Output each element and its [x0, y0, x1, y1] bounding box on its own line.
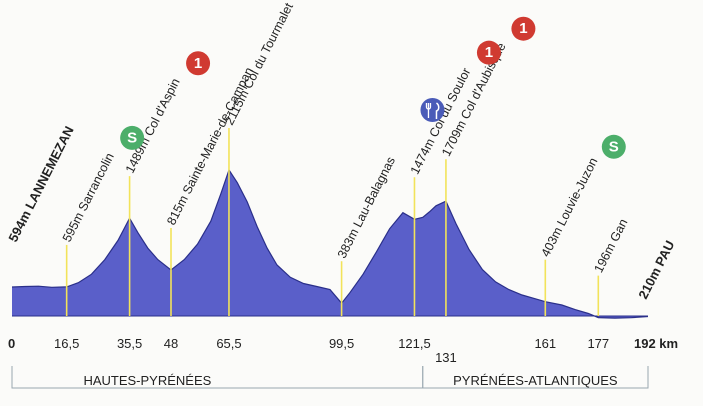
- tick-label: 35,5: [117, 336, 142, 351]
- sprint-icon: [601, 134, 626, 159]
- fork-knife-icon: [420, 98, 445, 122]
- climb-category-icon: [511, 16, 536, 41]
- waypoint-label: 1489m Col d'Aspin: [123, 76, 183, 176]
- waypoint-label: 196m Gan: [592, 217, 631, 275]
- waypoint-label: 403m Louvie-Juzon: [539, 155, 601, 259]
- cat1-badge: 1: [186, 51, 211, 76]
- profile-outline: [11, 168, 649, 319]
- km-tick-labels: 0 16,5 35,5 48 65,5 99,5 121,5 131 161 177 192 km: [8, 336, 678, 365]
- tick-label: 65,5: [216, 336, 241, 351]
- tick-label: 161: [534, 336, 556, 351]
- climb-category-icon: [476, 40, 501, 65]
- tick-label: 48: [164, 336, 178, 351]
- tick-label: 16,5: [54, 336, 79, 351]
- tick-label: 121,5: [398, 336, 431, 351]
- badge-label: S: [127, 129, 137, 146]
- climb-category-icon: [186, 51, 211, 76]
- region-label: PYRÉNÉES-ATLANTIQUES: [453, 373, 618, 388]
- tick-label: 177: [587, 336, 609, 351]
- badge-label: 1: [519, 20, 527, 37]
- badge-label: 1: [485, 44, 493, 61]
- tick-label: 192 km: [634, 336, 678, 351]
- climb-badges: S1HC11S: [120, 16, 626, 159]
- cat1-badge: 1: [476, 40, 501, 65]
- tick-label: 131: [435, 350, 457, 365]
- region-bracket: PYRÉNÉES-ATLANTIQUES: [422, 366, 649, 389]
- marker-lines: [65, 128, 600, 316]
- tick-label: 99,5: [329, 336, 354, 351]
- sprint-badge: S: [120, 125, 145, 150]
- knife-shape: [435, 102, 440, 119]
- sprint-badge: S: [601, 134, 626, 159]
- fork-shape: [425, 103, 432, 118]
- region-bracket-line: [11, 366, 424, 389]
- region-bracket-line: [422, 366, 649, 389]
- cat1-badge: 1: [511, 16, 536, 41]
- badge-label: S: [609, 138, 619, 155]
- waypoint-label: 2115m Col du Tourmalet: [222, 0, 296, 127]
- region-brackets: HAUTES-PYRÉNÉES PYRÉNÉES-ATLANTIQUES: [11, 366, 649, 389]
- waypoint-label: 210m PAU: [635, 238, 677, 301]
- waypoint-label: 595m Sarrancolin: [60, 151, 117, 245]
- feed-zone-badge: [420, 98, 445, 122]
- region-label: HAUTES-PYRÉNÉES: [83, 373, 211, 388]
- region-bracket: HAUTES-PYRÉNÉES: [11, 366, 424, 389]
- badge-label: 1: [194, 55, 202, 72]
- tick-label: 0: [8, 336, 15, 351]
- sprint-icon: [120, 125, 145, 150]
